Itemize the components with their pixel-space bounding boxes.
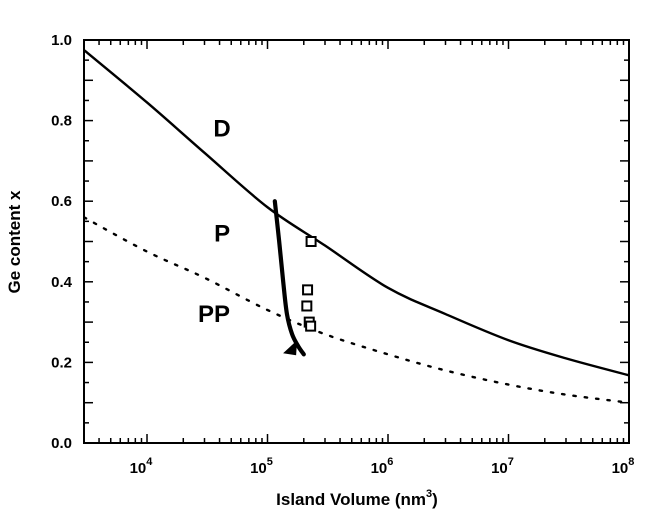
data-point-square [305, 236, 317, 247]
y-tick-label: 1.0 [51, 32, 72, 49]
y-axis-title: Ge content x [5, 190, 24, 294]
y-tick-label: 0.2 [51, 354, 72, 371]
y-axis-ticks: 0.0 0.2 0.4 0.6 0.8 1.0 [51, 32, 629, 452]
series-line-dotted [84, 216, 629, 404]
x-tick-label: 107 [491, 456, 514, 477]
region-label-p: P [214, 221, 230, 248]
x-tick-label-base: 10 [250, 460, 267, 477]
x-axis-ticks: 104 105 106 107 108 [83, 40, 635, 477]
x-axis-title: Island Volume (nm3) [276, 488, 438, 509]
series-line-thick [272, 199, 306, 357]
x-tick-label-exponent: 5 [267, 456, 273, 468]
data-point-square [305, 320, 317, 332]
x-tick-label-exponent: 7 [508, 456, 514, 468]
y-tick-label: 0.0 [51, 435, 72, 452]
x-tick-label: 105 [250, 456, 273, 477]
region-label-d: D [213, 116, 230, 143]
x-axis-title-superscript: 3 [426, 488, 432, 500]
x-tick-label: 106 [371, 456, 394, 477]
x-tick-label-base: 10 [371, 460, 388, 477]
series-group [84, 49, 629, 404]
x-tick-label: 108 [612, 456, 635, 477]
plot-frame [83, 39, 630, 444]
x-tick-label: 104 [130, 456, 154, 477]
data-point-square [301, 300, 313, 312]
y-tick-label: 0.8 [51, 113, 72, 130]
data-point-square [302, 284, 314, 296]
x-tick-label-base: 10 [130, 460, 147, 477]
x-tick-label-exponent: 4 [146, 456, 153, 468]
x-tick-label-exponent: 8 [628, 456, 634, 468]
x-tick-label-base: 10 [612, 460, 629, 477]
x-tick-label-exponent: 6 [387, 456, 393, 468]
series-line-solid [84, 49, 629, 377]
arrow-head [283, 340, 298, 356]
y-tick-label: 0.4 [51, 274, 73, 291]
y-tick-label: 0.6 [51, 193, 72, 210]
region-label-pp: PP [198, 301, 230, 328]
x-tick-label-base: 10 [491, 460, 508, 477]
